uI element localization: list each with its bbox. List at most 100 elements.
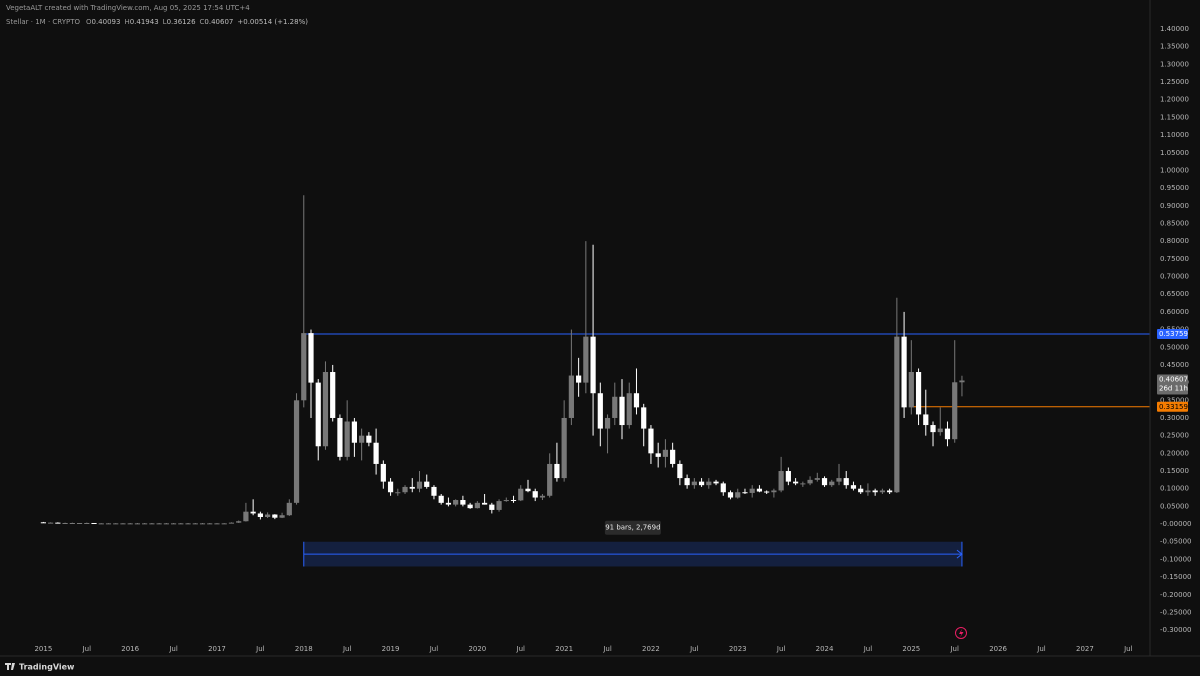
candle-body (489, 504, 495, 510)
x-tick-label: Jul (516, 645, 526, 653)
candle-body (69, 523, 75, 525)
candle-body (771, 490, 777, 493)
candle-body (221, 523, 227, 525)
candle-body (706, 481, 712, 486)
price-label: 0.33159 (1159, 403, 1188, 411)
candle-body (228, 522, 235, 524)
candle-body (279, 515, 285, 518)
x-tick-label: Jul (82, 645, 92, 653)
candle-body (286, 502, 292, 516)
x-tick-label: 2023 (729, 645, 747, 653)
candle-body (315, 382, 321, 447)
candle-body (887, 490, 893, 493)
candle-body (424, 481, 430, 487)
x-tick-label: Jul (168, 645, 178, 653)
candle-body (742, 492, 748, 494)
candle-body (207, 523, 213, 525)
candle-body (749, 488, 755, 493)
candle-body (113, 523, 119, 525)
candle-body (684, 478, 690, 486)
candle-body (525, 488, 531, 492)
candle-body (322, 372, 329, 447)
candle-body (923, 414, 929, 426)
candle-body (879, 490, 885, 493)
candle-body (518, 488, 524, 501)
ohlc-key: H (124, 18, 129, 26)
candle-body (959, 380, 965, 383)
candle-body (272, 514, 278, 518)
x-tick-label: 2017 (208, 645, 226, 653)
y-tick-label: 0.70000 (1160, 273, 1189, 281)
candle-body (662, 449, 669, 457)
candle-body (250, 511, 256, 514)
candle-body (821, 478, 828, 486)
candle-body (915, 372, 922, 415)
candle-body (829, 481, 835, 486)
y-tick-label: 1.40000 (1160, 25, 1189, 33)
candle-body (590, 336, 596, 394)
y-tick-label: 0.75000 (1160, 255, 1189, 263)
candle-body (539, 495, 546, 498)
credit: VegetaALT created with TradingView.com, … (6, 4, 250, 12)
candle-body (55, 522, 61, 524)
candle-body (583, 336, 589, 383)
y-tick-label: 0.95000 (1160, 184, 1189, 192)
x-tick-label: Jul (949, 645, 959, 653)
candle-body (243, 511, 249, 522)
ohlc-value: 0.40093 (92, 18, 121, 26)
candle-body (727, 492, 734, 498)
candle-body (547, 463, 553, 496)
candle-body (76, 523, 83, 525)
y-tick-label: 0.80000 (1160, 237, 1189, 245)
candle-body (510, 500, 517, 502)
x-tick-label: Jul (1123, 645, 1133, 653)
candle-body (814, 478, 820, 480)
candle-body (330, 372, 336, 418)
candle-body (800, 483, 806, 485)
candle-body (908, 372, 914, 408)
y-tick-label: 0.65000 (1160, 290, 1189, 298)
candle-body (192, 523, 198, 525)
candle-body (836, 478, 842, 482)
candle-body (344, 421, 350, 457)
candle-body (641, 407, 647, 429)
candle-body (351, 421, 358, 443)
y-tick-label: 1.15000 (1160, 113, 1189, 121)
candle-body (40, 522, 46, 524)
y-tick-label: 0.85000 (1160, 219, 1189, 227)
candle-body (901, 336, 907, 408)
candle-body (850, 485, 857, 489)
y-tick-label: 0.30000 (1160, 414, 1189, 422)
candle-body (199, 523, 206, 525)
candle-body (503, 500, 509, 502)
y-tick-label: 1.10000 (1160, 131, 1189, 139)
candle-body (843, 478, 849, 486)
candle-body (185, 523, 191, 525)
candle-body (785, 471, 791, 482)
candle-body (48, 522, 54, 524)
x-tick-label: Jul (255, 645, 265, 653)
candle-body (626, 393, 632, 426)
candle-body (467, 504, 473, 509)
x-tick-label: 2026 (989, 645, 1007, 653)
candle-body (764, 491, 770, 493)
x-tick-label: Jul (342, 645, 352, 653)
ohlc-value: 0.36126 (167, 18, 196, 26)
x-tick-label: 2015 (34, 645, 52, 653)
candle-body (170, 523, 177, 525)
price-label: 0.53759 (1159, 330, 1188, 338)
y-tick-label: -0.10000 (1160, 555, 1191, 563)
candle-body (619, 396, 625, 426)
candle-body (792, 481, 799, 484)
candle-body (612, 396, 618, 418)
candle-body (438, 495, 444, 503)
y-tick-label: 0.15000 (1160, 467, 1189, 475)
candle-body (633, 393, 640, 408)
y-tick-label: 0.90000 (1160, 202, 1189, 210)
candle-body (301, 333, 307, 401)
candle-body (713, 481, 719, 484)
candle-body (872, 490, 878, 493)
x-tick-label: 2027 (1076, 645, 1094, 653)
